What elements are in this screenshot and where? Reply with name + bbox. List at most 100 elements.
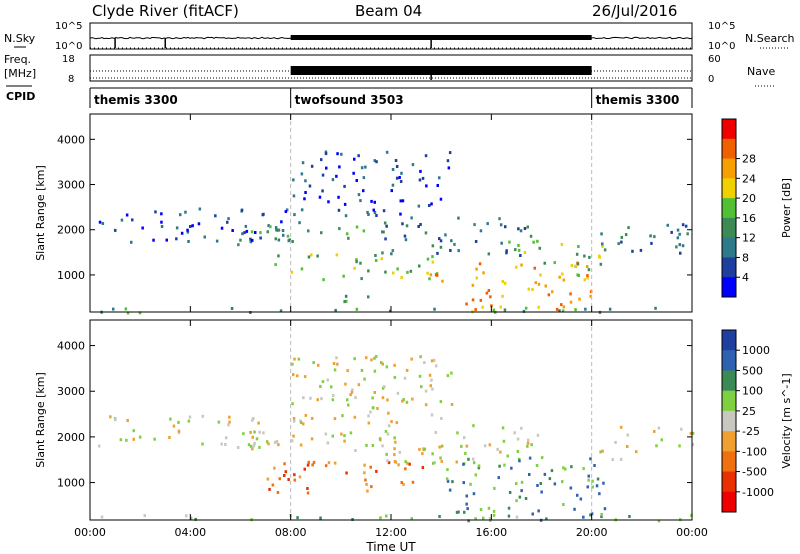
echo-cell (464, 451, 467, 455)
echo-cell (438, 445, 441, 449)
echo-cell (331, 178, 335, 182)
echo-cell (520, 489, 523, 493)
echo-cell (398, 176, 401, 179)
echo-cell (359, 261, 362, 265)
echo-cell (561, 309, 565, 313)
x-tick-label: 08:00 (275, 526, 307, 539)
echo-cell (120, 218, 124, 222)
echo-cell (360, 277, 363, 281)
echo-cell (539, 482, 542, 485)
echo-cell (396, 267, 399, 271)
echo-cell (306, 487, 309, 490)
echo-cell (357, 193, 361, 197)
echo-cell (298, 475, 302, 479)
echo-cell (474, 473, 477, 477)
echo-cell (591, 485, 594, 489)
echo-cell (410, 517, 413, 521)
echo-cell (249, 430, 252, 434)
echo-cell (381, 251, 384, 255)
echo-cell (522, 309, 526, 313)
cpid-segment-label: themis 3300 (596, 93, 680, 107)
echo-cell (424, 389, 428, 393)
echo-cell (508, 491, 512, 494)
echo-cell (417, 225, 420, 228)
echo-cell (344, 294, 348, 298)
x-tick-label: 00:00 (74, 526, 106, 539)
echo-cell (242, 432, 245, 436)
echo-cell (394, 440, 397, 444)
freq-strip-frame (89, 54, 693, 82)
echo-cell (160, 220, 163, 224)
echo-cell (382, 209, 386, 213)
echo-cell (433, 358, 436, 362)
echo-cell (251, 238, 254, 242)
echo-cell (587, 474, 590, 478)
echo-cell (397, 463, 400, 467)
echo-cell (310, 164, 314, 168)
echo-cell (409, 269, 413, 273)
echo-cell (543, 261, 546, 265)
echo-cell (340, 152, 343, 156)
echo-cell (381, 386, 385, 390)
freq-tick-top: 18 (62, 54, 75, 65)
echo-cell (131, 218, 134, 222)
echo-cell (560, 242, 564, 246)
echo-cell (187, 419, 191, 423)
echo-cell (588, 255, 591, 259)
echo-cell (603, 507, 607, 511)
echo-cell (227, 217, 230, 221)
echo-cell (617, 242, 620, 246)
echo-cell (626, 433, 629, 437)
echo-cell (515, 499, 518, 503)
echo-cell (492, 509, 496, 513)
echo-cell (307, 229, 310, 233)
echo-cell (175, 237, 178, 241)
nave-tick-top: 60 (708, 54, 721, 65)
echo-cell (307, 255, 311, 259)
echo-cell (274, 263, 277, 267)
echo-cell (251, 418, 254, 422)
echo-cell (431, 387, 434, 391)
echo-cell (354, 449, 357, 452)
echo-cell (280, 220, 283, 224)
echo-cell (373, 356, 376, 360)
echo-cell (472, 424, 475, 428)
echo-cell (375, 160, 378, 164)
echo-cell (433, 307, 436, 311)
echo-cell (537, 509, 540, 513)
colorbar-tick-label: -25 (742, 425, 760, 438)
echo-cell (537, 282, 541, 286)
echo-cell (485, 291, 489, 295)
echo-cell (691, 431, 695, 435)
echo-cell (501, 280, 504, 283)
echo-cell (143, 514, 146, 518)
echo-cell (560, 303, 563, 307)
colorbar-segment (722, 119, 736, 140)
echo-cell (438, 515, 441, 518)
echo-cell (185, 514, 188, 518)
echo-cell (385, 224, 388, 228)
echo-cell (569, 292, 572, 296)
echo-cell (293, 357, 296, 361)
echo-cell (488, 443, 492, 447)
echo-cell (421, 452, 424, 456)
echo-cell (239, 238, 242, 242)
colorbar-segment (722, 237, 736, 258)
echo-cell (353, 266, 356, 270)
echo-cell (292, 194, 296, 198)
echo-cell (231, 229, 234, 232)
echo-cell (387, 411, 390, 415)
echo-cell (324, 464, 328, 468)
echo-cell (331, 434, 334, 438)
echo-cell (428, 277, 431, 281)
echo-cell (619, 457, 623, 461)
echo-cell (517, 227, 520, 231)
echo-cell (389, 309, 392, 313)
echo-cell (276, 491, 280, 494)
echo-cell (578, 297, 581, 301)
echo-cell (528, 473, 531, 476)
echo-cell (288, 238, 292, 242)
echo-cell (474, 517, 477, 521)
echo-cell (320, 158, 323, 162)
echo-cell (327, 461, 331, 465)
